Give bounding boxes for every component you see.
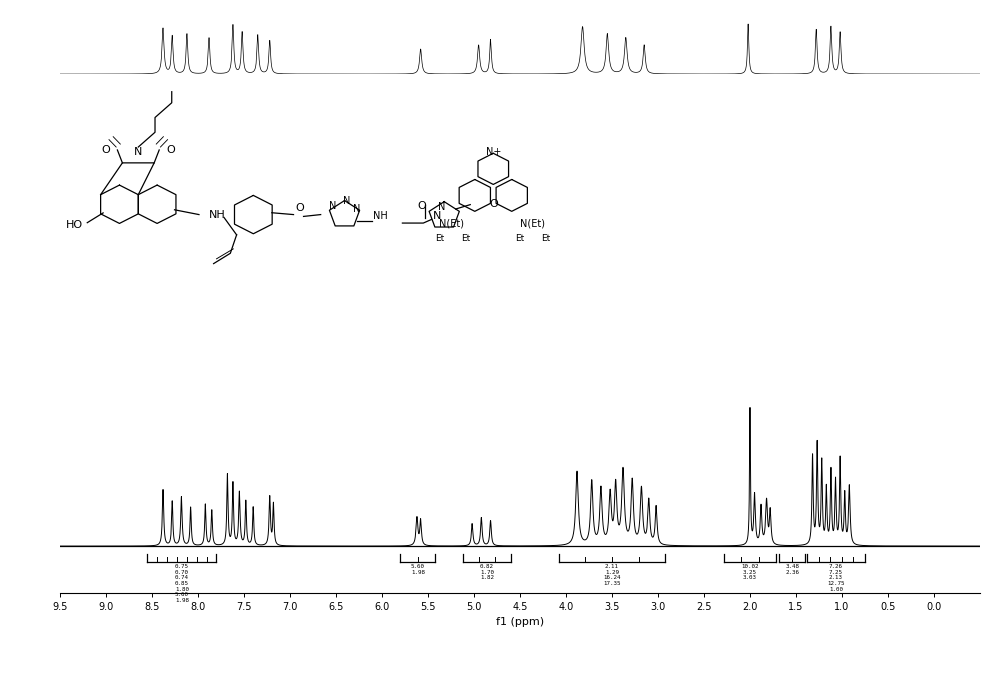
Text: N: N bbox=[329, 202, 336, 211]
Text: Et: Et bbox=[435, 235, 444, 244]
Text: O: O bbox=[102, 145, 110, 155]
Text: 0.82
1.70
1.82: 0.82 1.70 1.82 bbox=[480, 565, 494, 580]
Text: N: N bbox=[433, 211, 441, 222]
Text: N: N bbox=[134, 147, 142, 157]
Text: HO: HO bbox=[66, 220, 83, 230]
Text: 7.26
7.25
2.13
12.75
1.00: 7.26 7.25 2.13 12.75 1.00 bbox=[827, 565, 845, 591]
Text: N: N bbox=[343, 196, 350, 206]
Text: N(Et): N(Et) bbox=[520, 219, 545, 228]
Text: N: N bbox=[353, 204, 360, 214]
Text: O: O bbox=[489, 198, 498, 209]
Text: Et: Et bbox=[515, 235, 524, 244]
X-axis label: f1 (ppm): f1 (ppm) bbox=[496, 617, 544, 626]
Text: N(Et): N(Et) bbox=[439, 219, 464, 228]
Text: 0.75
0.70
0.74
0.85
1.80
5.60
1.98: 0.75 0.70 0.74 0.85 1.80 5.60 1.98 bbox=[175, 565, 189, 603]
Text: NH: NH bbox=[373, 211, 388, 221]
Text: O: O bbox=[417, 202, 426, 211]
Text: N+: N+ bbox=[486, 147, 501, 157]
Text: N: N bbox=[438, 202, 445, 212]
Text: 2.11
1.29
16.24
17.35: 2.11 1.29 16.24 17.35 bbox=[603, 565, 621, 586]
Text: Et: Et bbox=[541, 235, 551, 244]
Text: Et: Et bbox=[461, 235, 470, 244]
Text: O: O bbox=[166, 145, 175, 155]
Text: 10.02
3.25
3.03: 10.02 3.25 3.03 bbox=[741, 565, 759, 580]
Text: NH: NH bbox=[209, 210, 225, 220]
Text: O: O bbox=[295, 203, 304, 213]
Text: 5.60
1.98: 5.60 1.98 bbox=[411, 565, 425, 575]
Text: 3.48
2.36: 3.48 2.36 bbox=[785, 565, 799, 575]
